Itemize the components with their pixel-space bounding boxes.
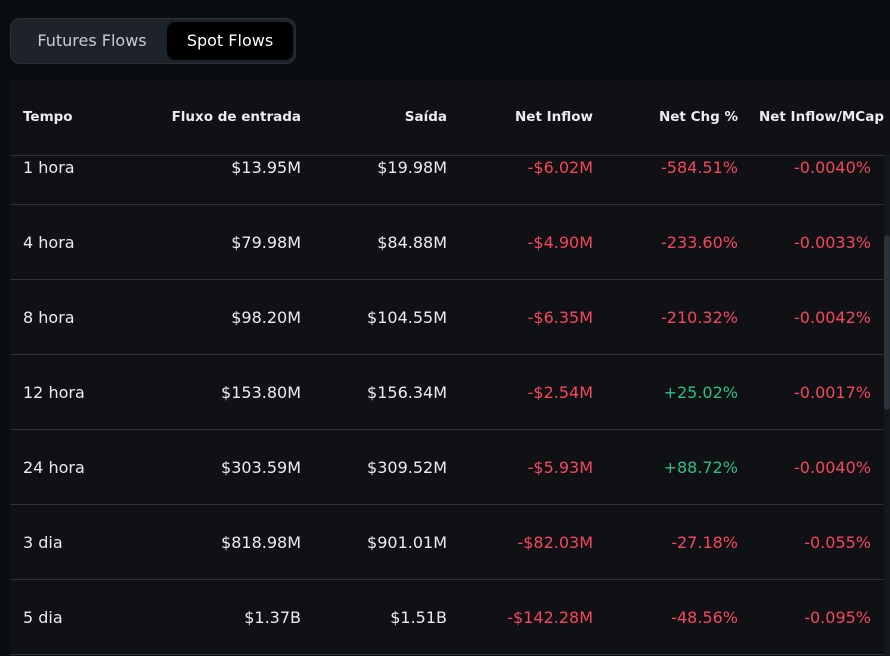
cell-net-chg: +25.02%: [663, 383, 738, 402]
cell-time: 8 hora: [23, 308, 75, 327]
scrollbar[interactable]: [884, 155, 890, 656]
table-row: 24 hora $303.59M $309.52M -$5.93M +88.72% -0.…: [10, 430, 890, 505]
cell-time: 5 dia: [23, 608, 63, 627]
header-inflow: Fluxo de entrada: [171, 109, 301, 125]
cell-outflow: $156.34M: [367, 383, 447, 402]
cell-outflow: $1.51B: [390, 608, 447, 627]
table-row: 4 hora $79.98M $84.88M -$4.90M -233.60% -0.00…: [10, 205, 890, 280]
cell-net-chg: -210.32%: [661, 308, 738, 327]
flows-table: 1 hora $13.95M $19.98M -$6.02M -584.51% -0.00…: [10, 80, 890, 656]
cell-inflow: $1.37B: [244, 608, 301, 627]
cell-net-chg: -233.60%: [661, 233, 738, 252]
header-net-chg: Net Chg %: [658, 109, 738, 125]
cell-net-inflow-mcap: -0.0017%: [794, 383, 871, 402]
cell-inflow: $79.98M: [231, 233, 301, 252]
cell-outflow: $19.98M: [377, 158, 447, 177]
cell-net-inflow-mcap: -0.0040%: [794, 158, 871, 177]
cell-net-chg: -27.18%: [671, 533, 738, 552]
cell-outflow: $901.01M: [367, 533, 447, 552]
cell-time: 1 hora: [23, 158, 75, 177]
table-row: 3 dia $818.98M $901.01M -$82.03M -27.18% -0.0…: [10, 505, 890, 580]
table-row: 5 dia $1.37B $1.51B -$142.28M -48.56% -0.095%: [10, 580, 890, 655]
cell-inflow: $303.59M: [221, 458, 301, 477]
header-outflow: Saída: [404, 109, 447, 125]
cell-outflow: $309.52M: [367, 458, 447, 477]
scrollbar-thumb[interactable]: [884, 235, 890, 410]
cell-net-inflow: -$6.35M: [527, 308, 593, 327]
cell-inflow: $13.95M: [231, 158, 301, 177]
tab-spot-flows[interactable]: Spot Flows: [167, 22, 293, 60]
cell-inflow: $153.80M: [221, 383, 301, 402]
header-net-inflow-mcap: Net Inflow/MCap: [758, 109, 884, 125]
cell-time: 12 hora: [23, 383, 85, 402]
tab-futures-flows[interactable]: Futures Flows: [37, 31, 147, 50]
cell-time: 3 dia: [23, 533, 63, 552]
cell-net-inflow: -$4.90M: [527, 233, 593, 252]
table-header: Tempo Fluxo de entrada Saída Net Inflow …: [10, 80, 890, 156]
cell-outflow: $104.55M: [367, 308, 447, 327]
table-row: 1 hora $13.95M $19.98M -$6.02M -584.51% -0.00…: [10, 130, 890, 205]
cell-net-inflow-mcap: -0.0042%: [794, 308, 871, 327]
cell-net-chg: -48.56%: [671, 608, 738, 627]
cell-net-inflow-mcap: -0.0033%: [794, 233, 871, 252]
cell-net-inflow: -$82.03M: [517, 533, 593, 552]
cell-inflow: $98.20M: [231, 308, 301, 327]
cell-outflow: $84.88M: [377, 233, 447, 252]
cell-time: 4 hora: [23, 233, 75, 252]
header-net-inflow: Net Inflow: [515, 109, 593, 125]
header-tempo: Tempo: [23, 109, 73, 125]
cell-net-chg: +88.72%: [663, 458, 738, 477]
flow-type-tabs: Futures Flows Spot Flows: [10, 18, 296, 64]
cell-net-inflow: -$6.02M: [527, 158, 593, 177]
table-row: 12 hora $153.80M $156.34M -$2.54M +25.02% -0.…: [10, 355, 890, 430]
cell-net-chg: -584.51%: [661, 158, 738, 177]
cell-net-inflow-mcap: -0.095%: [804, 608, 871, 627]
cell-time: 24 hora: [23, 458, 85, 477]
cell-net-inflow-mcap: -0.0040%: [794, 458, 871, 477]
cell-net-inflow: -$142.28M: [507, 608, 593, 627]
cell-net-inflow: -$5.93M: [527, 458, 593, 477]
cell-net-inflow-mcap: -0.055%: [804, 533, 871, 552]
table-row: 8 hora $98.20M $104.55M -$6.35M -210.32% -0.0…: [10, 280, 890, 355]
cell-inflow: $818.98M: [221, 533, 301, 552]
cell-net-inflow: -$2.54M: [527, 383, 593, 402]
